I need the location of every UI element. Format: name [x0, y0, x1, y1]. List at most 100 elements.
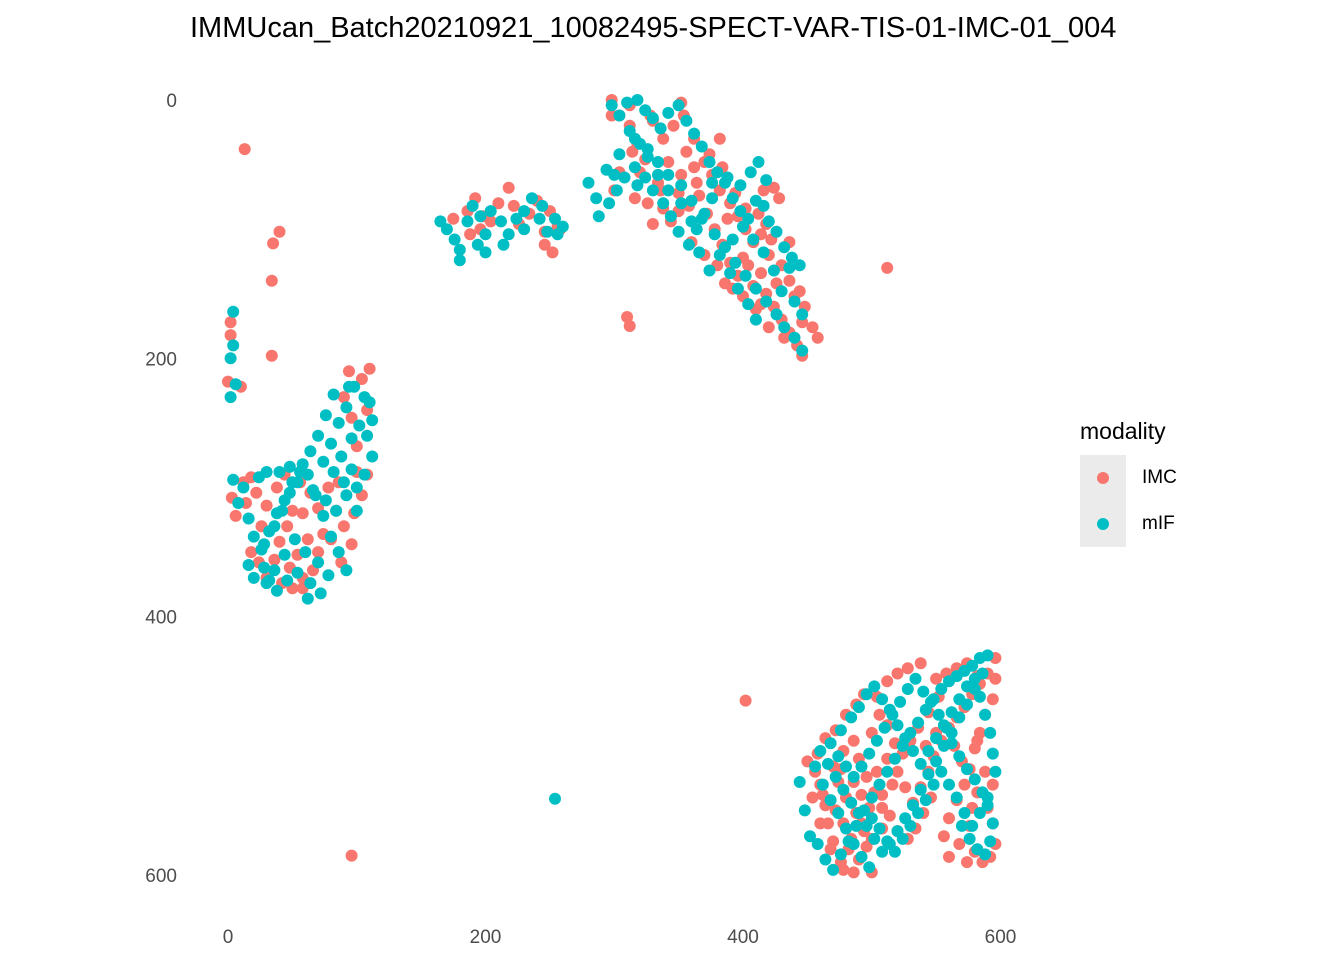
point-mif-191: [608, 168, 621, 181]
point-imc-10: [229, 509, 242, 522]
point-mif-82: [471, 238, 484, 251]
point-mif-79: [448, 233, 461, 246]
point-mif-68: [263, 525, 276, 538]
point-mif-138: [639, 171, 652, 184]
point-mif-279: [845, 711, 858, 724]
point-mif-177: [652, 168, 664, 181]
point-mif-130: [706, 192, 719, 205]
point-imc-14: [250, 486, 263, 499]
point-mif-115: [726, 192, 739, 205]
point-imc-115: [806, 321, 819, 334]
point-imc-223: [937, 830, 950, 843]
point-mif-179: [634, 137, 646, 150]
point-imc-38: [322, 481, 335, 494]
point-mif-304: [958, 807, 971, 819]
point-mif-239: [829, 770, 842, 783]
point-mif-158: [739, 269, 752, 282]
point-imc-169: [881, 261, 894, 274]
point-mif-120: [762, 215, 775, 228]
point-mif-248: [855, 850, 868, 863]
point-mif-72: [258, 561, 271, 574]
point-imc-21: [281, 520, 294, 533]
point-mif-126: [760, 174, 773, 187]
point-imc-24: [270, 481, 283, 494]
point-mif-100: [536, 199, 549, 212]
point-mif-143: [592, 210, 605, 223]
point-mif-90: [518, 205, 531, 218]
point-mif-70: [242, 559, 255, 571]
point-mif-213: [935, 683, 948, 695]
point-mif-300: [989, 765, 1002, 778]
point-mif-287: [907, 745, 919, 757]
point-mif-176: [662, 184, 675, 197]
point-mif-123: [785, 251, 798, 264]
point-mif-163: [788, 331, 801, 344]
point-mif-152: [675, 179, 688, 192]
legend-key-mif: [1080, 501, 1126, 547]
point-mif-137: [646, 184, 659, 197]
point-mif-5: [227, 473, 240, 486]
point-mif-2: [224, 352, 237, 365]
point-mif-308: [927, 778, 940, 791]
point-mif-236: [852, 807, 865, 819]
point-mif-51: [332, 416, 345, 429]
point-imc-283: [971, 734, 984, 747]
point-imc-63: [502, 181, 515, 194]
point-imc-124: [690, 176, 703, 189]
point-mif-40: [319, 494, 332, 507]
point-mif-29: [281, 574, 294, 587]
point-imc-189: [847, 734, 860, 747]
point-mif-87: [495, 215, 507, 228]
x-tick-label-200: 200: [470, 927, 502, 948]
point-mif-281: [860, 688, 873, 701]
point-mif-261: [945, 737, 958, 750]
point-mif-83: [479, 228, 492, 241]
point-mif-297: [979, 708, 992, 721]
point-mif-312: [896, 832, 909, 845]
point-mif-188: [783, 261, 796, 274]
point-mif-233: [876, 845, 889, 858]
point-mif-210: [912, 716, 925, 729]
point-mif-197: [811, 838, 824, 850]
point-mif-134: [672, 225, 685, 238]
y-tick-label-400: 400: [145, 608, 177, 629]
point-mif-6: [232, 497, 245, 509]
point-imc-3: [265, 274, 278, 287]
point-mif-251: [963, 832, 976, 845]
point-mif-9: [247, 530, 260, 543]
point-mif-315: [873, 822, 886, 835]
point-mif-151: [662, 168, 675, 181]
point-mif-150: [652, 156, 664, 168]
point-imc-118: [621, 311, 634, 323]
point-mif-109: [680, 114, 693, 127]
point-mif-274: [847, 770, 860, 783]
point-mif-259: [961, 763, 973, 776]
point-mif-237: [845, 796, 858, 809]
point-mif-20: [340, 564, 353, 577]
point-mif-154: [695, 212, 708, 225]
legend-row-mif: mIF: [1080, 501, 1177, 547]
axis-ticks: 0 200 400 600 0 200 400 600: [145, 91, 1016, 948]
chart-title: IMMUcan_Batch20210921_10082495-SPECT-VAR…: [190, 12, 1117, 44]
point-imc-193: [876, 801, 889, 814]
x-tick-label-400: 400: [727, 927, 759, 948]
point-imc-222: [943, 812, 955, 825]
point-imc-109: [783, 274, 796, 287]
point-mif-61: [319, 409, 332, 422]
point-mif-227: [922, 768, 935, 781]
point-mif-302: [973, 807, 986, 819]
point-imc-194: [870, 765, 883, 778]
point-mif-3: [229, 378, 242, 391]
point-mif-141: [610, 184, 623, 197]
x-tick-label-0: 0: [223, 927, 234, 948]
point-imc-234: [979, 765, 992, 778]
point-mif-184: [749, 313, 762, 326]
point-mif-202: [850, 819, 863, 832]
point-imc-28: [301, 533, 314, 546]
legend-row-imc: IMC: [1080, 455, 1177, 501]
point-mif-128: [734, 179, 747, 192]
point-mif-289: [922, 745, 935, 757]
point-imc-72: [546, 246, 559, 259]
point-mif-253: [979, 848, 992, 861]
point-mif-76: [350, 504, 363, 517]
